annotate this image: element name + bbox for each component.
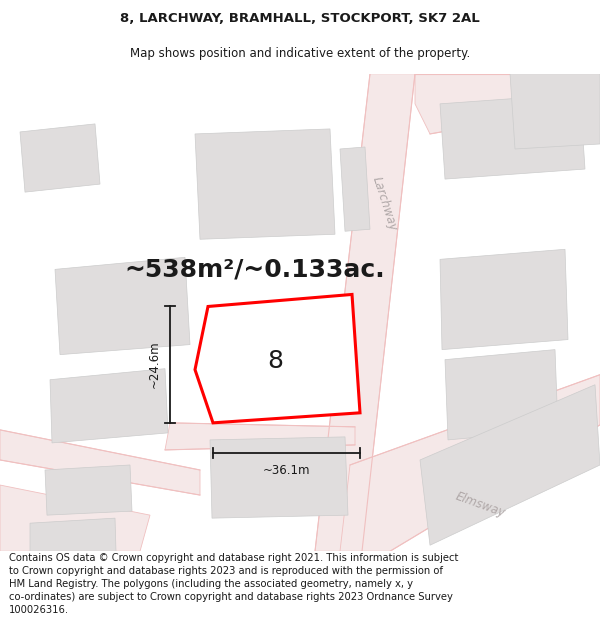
Polygon shape (195, 294, 360, 423)
Polygon shape (0, 430, 200, 495)
Polygon shape (20, 124, 100, 192)
Text: Map shows position and indicative extent of the property.: Map shows position and indicative extent… (130, 47, 470, 59)
Polygon shape (340, 147, 370, 231)
Text: Contains OS data © Crown copyright and database right 2021. This information is : Contains OS data © Crown copyright and d… (9, 552, 458, 616)
Polygon shape (55, 258, 190, 354)
Text: Larchway: Larchway (370, 175, 400, 233)
Polygon shape (440, 94, 585, 179)
Text: ~24.6m: ~24.6m (148, 341, 161, 389)
Polygon shape (165, 423, 355, 450)
Polygon shape (30, 518, 116, 551)
Text: ~36.1m: ~36.1m (263, 464, 310, 478)
Polygon shape (340, 375, 600, 551)
Polygon shape (210, 437, 348, 518)
Text: Larchway: Larchway (325, 356, 355, 414)
Text: 8, LARCHWAY, BRAMHALL, STOCKPORT, SK7 2AL: 8, LARCHWAY, BRAMHALL, STOCKPORT, SK7 2A… (120, 12, 480, 25)
Polygon shape (315, 74, 415, 551)
Polygon shape (45, 465, 132, 515)
Polygon shape (415, 74, 600, 134)
Polygon shape (195, 129, 335, 239)
Polygon shape (0, 485, 150, 551)
Text: 8: 8 (268, 349, 284, 373)
Text: Elmsway: Elmsway (453, 490, 507, 520)
Text: ~538m²/~0.133ac.: ~538m²/~0.133ac. (125, 258, 385, 281)
Polygon shape (420, 385, 600, 545)
Polygon shape (440, 249, 568, 349)
Polygon shape (445, 349, 558, 440)
Polygon shape (510, 74, 600, 149)
Polygon shape (50, 369, 168, 443)
